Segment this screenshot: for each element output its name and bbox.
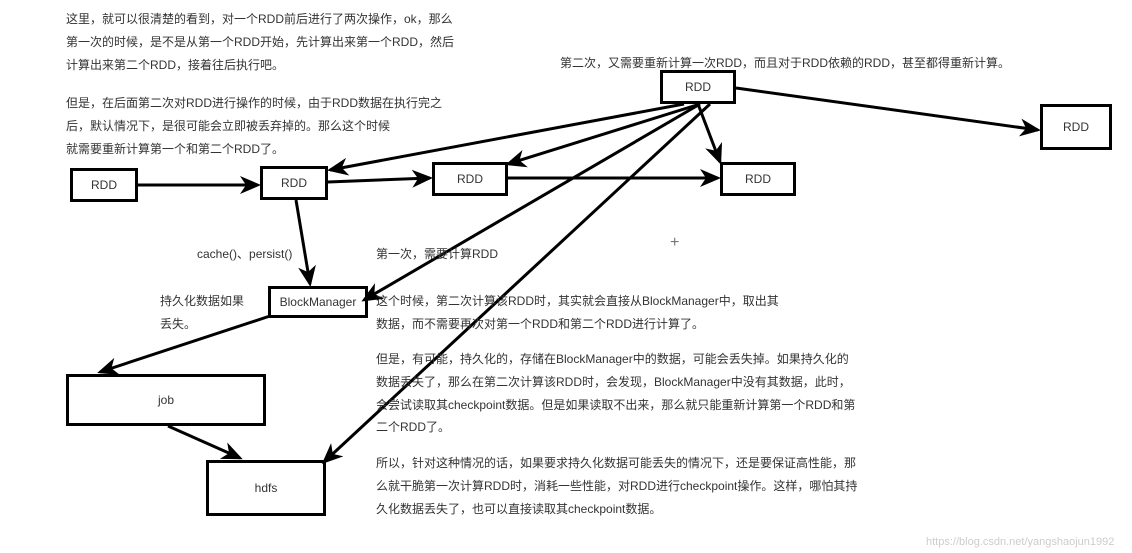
node-label: RDD bbox=[91, 178, 117, 192]
node-label: RDD bbox=[1063, 120, 1089, 134]
node-hdfs: hdfs bbox=[206, 460, 326, 516]
node-rdd-3: RDD bbox=[432, 162, 508, 196]
edge-e8 bbox=[296, 200, 310, 284]
label-cache-persist: cache()、persist() bbox=[197, 243, 397, 266]
edge-e10 bbox=[168, 426, 240, 458]
node-blockmanager: BlockManager bbox=[268, 286, 368, 318]
paragraph-conclusion: 所以，针对这种情况的话，如果要求持久化数据可能丢失的情况下，还是要保证高性能，那… bbox=[376, 452, 996, 520]
label-persist-lost: 持久化数据如果 丢失。 bbox=[160, 290, 280, 336]
edge-e7 bbox=[736, 88, 1038, 130]
paragraph-second-run: 第二次，又需要重新计算一次RDD，而且对于RDD依赖的RDD，甚至都得重新计算。 bbox=[560, 52, 1120, 75]
node-rdd-2: RDD bbox=[260, 166, 328, 200]
edge-e2 bbox=[328, 178, 430, 182]
node-rdd-4: RDD bbox=[720, 162, 796, 196]
node-label: RDD bbox=[281, 176, 307, 190]
node-rdd-top: RDD bbox=[660, 70, 736, 104]
label-first-compute: 第一次，需要计算RDD bbox=[376, 243, 576, 266]
node-job: job bbox=[66, 374, 266, 426]
paragraph-bm-reuse: 这个时候，第二次计算该RDD时，其实就会直接从BlockManager中，取出其… bbox=[376, 290, 876, 336]
paragraph-intro-1: 这里，就可以很清楚的看到，对一个RDD前后进行了两次操作，ok，那么 第一次的时… bbox=[66, 8, 566, 76]
node-label: RDD bbox=[457, 172, 483, 186]
node-rdd-right: RDD bbox=[1040, 104, 1112, 150]
watermark-text: https://blog.csdn.net/yangshaojun1992 bbox=[926, 536, 1114, 548]
node-label: BlockManager bbox=[280, 295, 357, 309]
paragraph-intro-2: 但是，在后面第二次对RDD进行操作的时候，由于RDD数据在执行完之 后，默认情况… bbox=[66, 92, 566, 160]
edge-e4 bbox=[698, 104, 720, 162]
paragraph-bm-lost: 但是，有可能，持久化的，存储在BlockManager中的数据，可能会丢失掉。如… bbox=[376, 348, 996, 439]
node-label: RDD bbox=[745, 172, 771, 186]
node-rdd-1: RDD bbox=[70, 168, 138, 202]
node-label: hdfs bbox=[255, 481, 278, 495]
node-label: job bbox=[158, 393, 174, 407]
cursor-crosshair: + bbox=[670, 234, 679, 252]
node-label: RDD bbox=[685, 80, 711, 94]
